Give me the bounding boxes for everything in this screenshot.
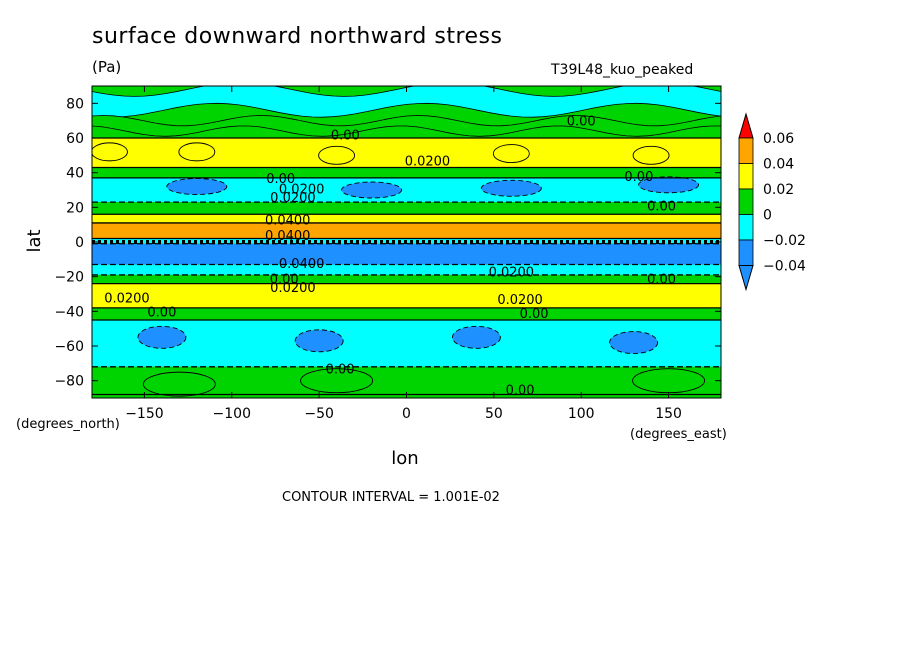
contour-label: 0.00 xyxy=(326,363,355,378)
contour-label: 0.0200 xyxy=(270,191,316,206)
contour-features xyxy=(92,86,721,397)
colorbar-label: 0.04 xyxy=(763,157,794,173)
contour-label: 0.0200 xyxy=(270,281,316,296)
contour-label: 0.0200 xyxy=(405,155,451,170)
northern-positive-streak xyxy=(92,115,721,137)
y-tick-label: 0 xyxy=(75,235,84,251)
contour-label: 0.00 xyxy=(624,170,653,185)
contour-label: 0.00 xyxy=(647,200,676,215)
positive-cell xyxy=(632,145,670,165)
zonal-band xyxy=(92,202,721,215)
positive-cell xyxy=(318,145,356,165)
colorbar-label: 0.02 xyxy=(763,182,794,198)
zonal-band xyxy=(92,222,721,239)
positive-patch xyxy=(142,371,216,397)
y-tick-label: −60 xyxy=(54,339,84,355)
contour-label: 0.0200 xyxy=(279,182,325,197)
y-tick-label: 20 xyxy=(66,200,84,216)
y-tick-label: 40 xyxy=(66,166,84,182)
zonal-band xyxy=(92,167,721,178)
colorbar-segment xyxy=(738,214,754,241)
colorbar-segment xyxy=(738,239,754,266)
chart-title: surface downward northward stress xyxy=(92,24,503,49)
contour-label: 0.00 xyxy=(506,383,535,398)
zonal-band xyxy=(92,283,721,308)
contour-label: 0.0200 xyxy=(104,291,150,306)
positive-cell xyxy=(92,142,128,162)
experiment-label: T39L48_kuo_peaked xyxy=(551,62,694,78)
negative-pocket xyxy=(451,325,501,349)
negative-pocket xyxy=(137,325,187,349)
zonal-band xyxy=(92,214,721,223)
colorbar-under-arrow xyxy=(738,265,754,292)
y-unit-label: (degrees_north) xyxy=(16,417,120,432)
negative-pocket xyxy=(166,178,228,195)
x-axis: −150 −100 −50 0 50 100 150 xyxy=(125,86,682,422)
contour-lines xyxy=(92,137,721,396)
y-tick-label: −80 xyxy=(54,374,84,390)
contour-label: 0.0200 xyxy=(489,265,535,280)
y-tick-label: −40 xyxy=(54,304,84,320)
y-tick-label: 60 xyxy=(66,131,84,147)
colorbar-segment xyxy=(738,163,754,190)
colorbar-label: −0.02 xyxy=(763,233,806,249)
negative-pocket xyxy=(638,176,700,194)
x-tick-label: −50 xyxy=(304,406,334,422)
positive-patch xyxy=(632,368,706,394)
x-unit-label: (degrees_east) xyxy=(630,427,727,442)
colorbar: 0.06 0.04 0.02 0 −0.02 −0.04 xyxy=(738,112,806,292)
positive-cell xyxy=(492,144,530,164)
zonal-band xyxy=(92,274,721,284)
contour-label: 0.00 xyxy=(520,307,549,322)
x-tick-label: 150 xyxy=(655,406,682,422)
contour-label: 0.0400 xyxy=(265,229,311,244)
colorbar-label: 0 xyxy=(763,208,772,224)
colorbar-segment xyxy=(738,137,754,164)
contour-label: 0.0200 xyxy=(497,293,543,308)
contour-interval-note: CONTOUR INTERVAL = 1.001E-02 xyxy=(282,490,500,505)
negative-pocket xyxy=(480,179,542,197)
colorbar-label: −0.04 xyxy=(763,259,806,275)
x-tick-label: 100 xyxy=(568,406,595,422)
negative-pocket xyxy=(609,331,659,354)
contour-label: 0.00 xyxy=(331,129,360,144)
x-tick-label: 0 xyxy=(402,406,411,422)
zonal-band xyxy=(92,264,721,275)
colorbar-label: 0.06 xyxy=(763,131,794,147)
contour-label: 0.0400 xyxy=(279,257,325,272)
y-tick-label: 80 xyxy=(66,96,84,112)
x-tick-label: 50 xyxy=(485,406,503,422)
y-tick-label: −20 xyxy=(54,270,84,286)
positive-patch xyxy=(300,368,374,394)
negative-pocket xyxy=(341,181,403,199)
y-axis-label: lat xyxy=(24,229,45,252)
chart-units: (Pa) xyxy=(92,58,122,76)
contour-label: 0.00 xyxy=(567,115,596,130)
zonal-band xyxy=(92,307,721,320)
x-tick-label: −150 xyxy=(125,406,163,422)
x-tick-label: −100 xyxy=(213,406,251,422)
contour-label: 0.00 xyxy=(147,305,176,320)
arctic-negative-zone xyxy=(92,86,721,118)
contour-label: 0.0400 xyxy=(265,213,311,228)
negative-pocket xyxy=(294,329,344,353)
x-axis-label: lon xyxy=(391,448,418,469)
contour-labels: 0.000.000.02000.000.02000.02000.000.000.… xyxy=(104,115,676,398)
contour-label: 0.00 xyxy=(266,172,295,187)
zonal-band xyxy=(92,243,721,265)
y-axis: 80 60 40 20 0 −20 −40 −60 −80 xyxy=(54,96,721,390)
positive-cell xyxy=(178,142,216,162)
contour-label: 0.00 xyxy=(647,272,676,287)
colorbar-segment xyxy=(738,188,754,215)
colorbar-over-arrow xyxy=(738,112,754,139)
contour-label: 0.00 xyxy=(270,272,299,287)
